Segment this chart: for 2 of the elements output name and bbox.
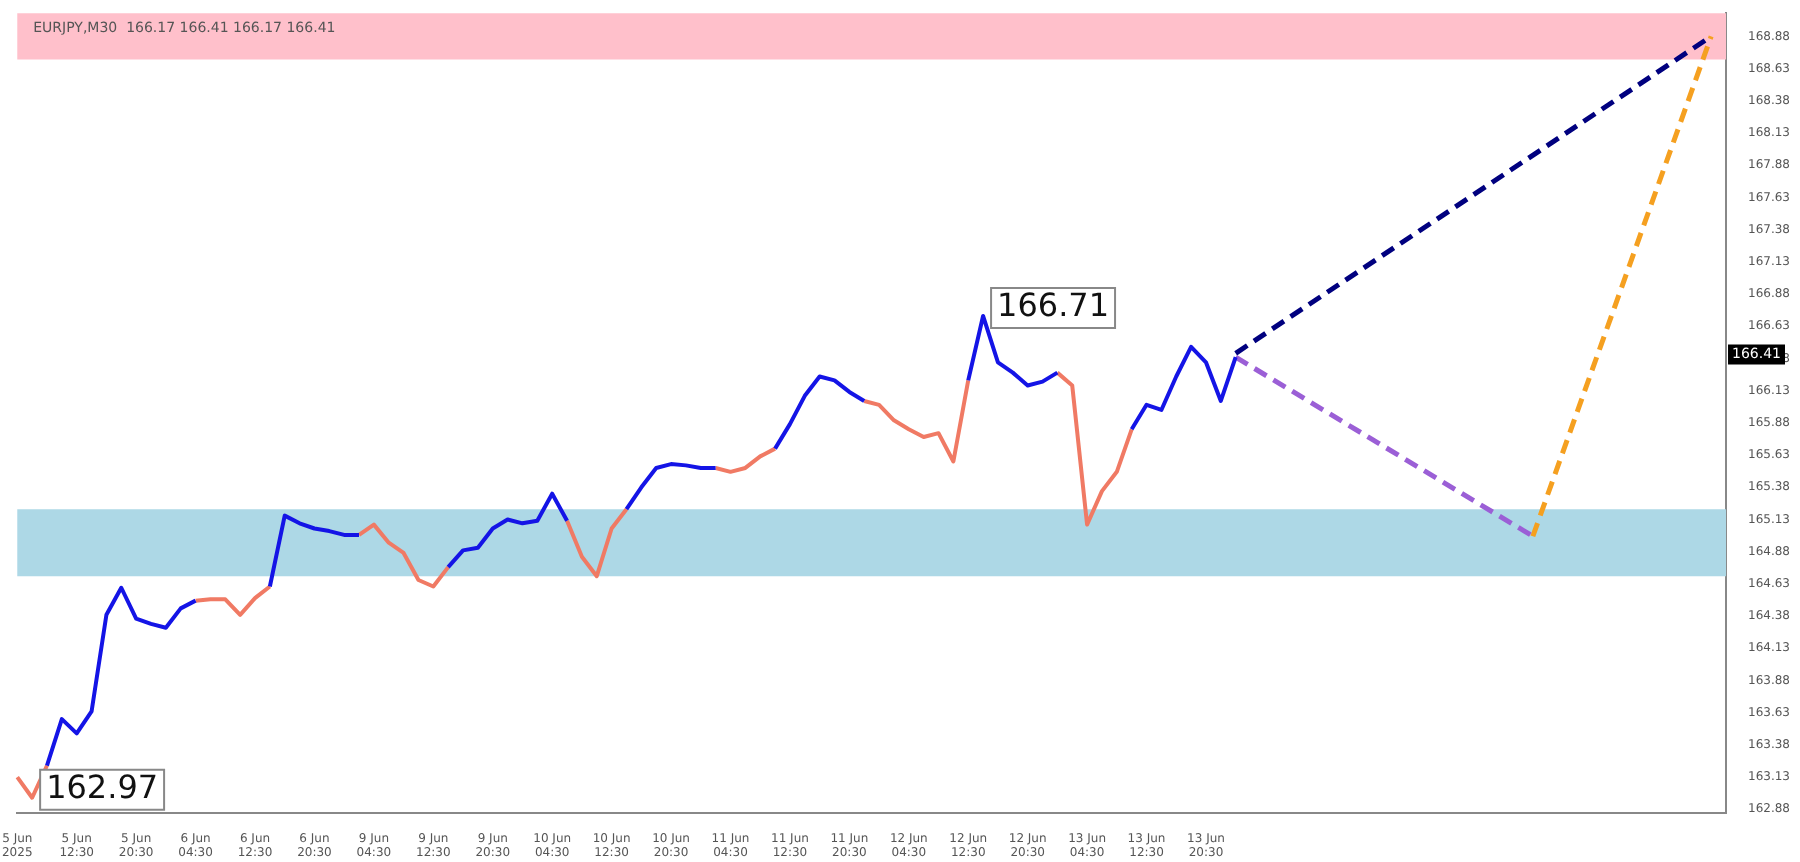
annotation: 162.97 [46, 768, 159, 807]
annotation: 166.71 [997, 286, 1110, 325]
